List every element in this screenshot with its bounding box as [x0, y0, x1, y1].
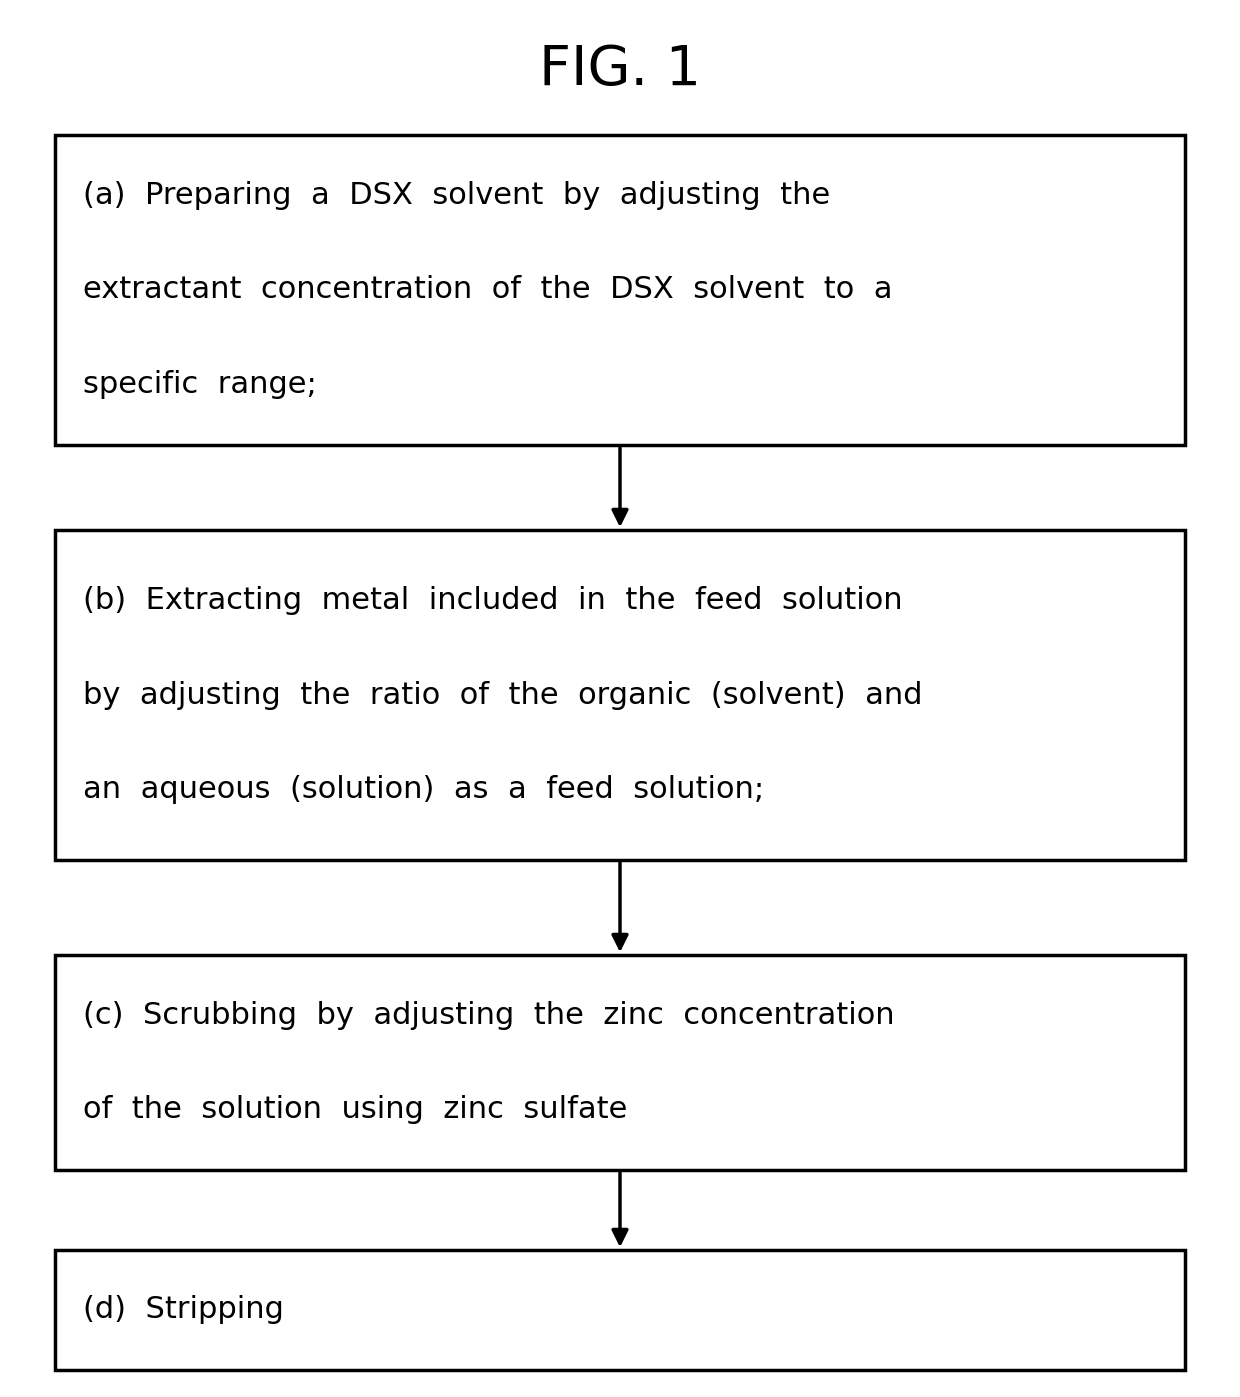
Text: (d)  Stripping: (d) Stripping: [83, 1295, 284, 1324]
Text: (a)  Preparing  a  DSX  solvent  by  adjusting  the

extractant  concentration  : (a) Preparing a DSX solvent by adjusting…: [83, 180, 893, 400]
Text: FIG. 1: FIG. 1: [539, 43, 701, 96]
Bar: [55, 956, 1185, 1171]
Bar: [55, 529, 1185, 861]
Text: (b)  Extracting  metal  included  in  the  feed  solution

by  adjusting  the  r: (b) Extracting metal included in the fee…: [83, 585, 923, 805]
Text: (c)  Scrubbing  by  adjusting  the  zinc  concentration

of  the  solution  usin: (c) Scrubbing by adjusting the zinc conc…: [83, 1000, 894, 1125]
Bar: [55, 1250, 1185, 1370]
Bar: [55, 136, 1185, 446]
